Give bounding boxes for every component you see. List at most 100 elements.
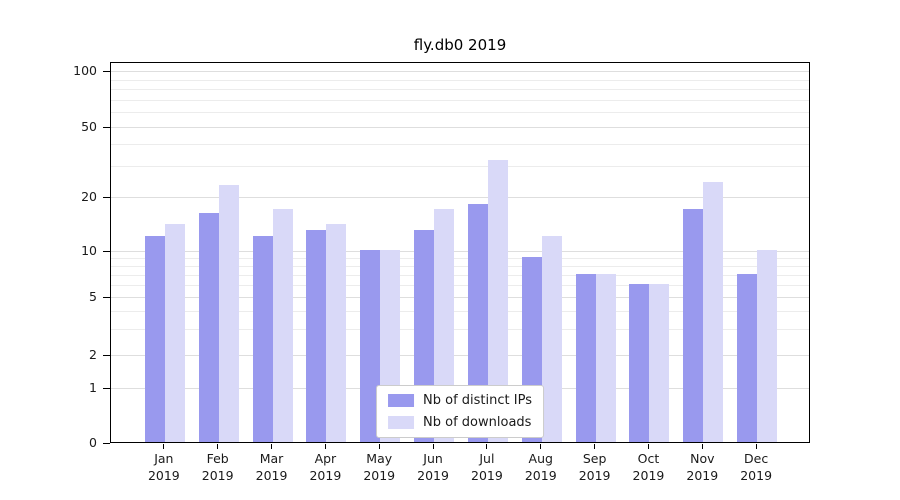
x-tick-month: Apr: [314, 451, 337, 466]
bar-distinct-ips-sep: [575, 273, 596, 442]
legend-label-downloads: Nb of downloads: [423, 415, 532, 430]
y-tick-mark-2: [103, 354, 110, 356]
x-tick-mark-feb: [217, 444, 219, 449]
x-tick-year: 2019: [201, 467, 234, 483]
y-tick-label-2: 2: [89, 346, 97, 362]
x-tick-label-dec: Dec 2019: [726, 451, 786, 485]
x-tick-month: Jan: [154, 451, 174, 466]
y-tick-mark-5: [103, 297, 110, 299]
x-tick-month: Nov: [690, 451, 715, 466]
bar-downloads-mar: [272, 208, 293, 442]
x-tick-label-sep: Sep 2019: [565, 451, 625, 485]
x-tick-month: May: [366, 451, 393, 466]
x-tick-label-aug: Aug 2019: [511, 451, 571, 485]
bar-distinct-ips-apr: [306, 229, 327, 442]
y-tick-label-0: 0: [89, 435, 97, 450]
x-tick-year: 2019: [363, 467, 396, 483]
x-tick-label-jul: Jul 2019: [457, 451, 517, 485]
bar-downloads-aug: [541, 235, 562, 442]
x-tick-month: Jul: [479, 451, 495, 466]
x-tick-month: Dec: [744, 451, 769, 466]
bar-downloads-apr: [326, 223, 347, 442]
gridline-20: [111, 196, 809, 198]
bar-distinct-ips-may: [360, 249, 381, 442]
x-tick-month: Mar: [259, 451, 284, 466]
gridline-minor-8: [111, 265, 809, 267]
gridline-minor-40: [111, 144, 809, 146]
y-tick-label-20: 20: [81, 188, 97, 204]
x-tick-mark-dec: [755, 444, 757, 449]
gridline-minor-80: [111, 89, 809, 91]
gridline-5: [111, 297, 809, 299]
x-tick-year: 2019: [578, 467, 611, 483]
bar-downloads-feb: [218, 185, 239, 442]
y-tick-label-50: 50: [81, 119, 97, 135]
x-tick-year: 2019: [740, 467, 773, 483]
x-tick-mark-apr: [324, 444, 326, 449]
bar-downloads-jun: [434, 208, 455, 442]
bar-downloads-jan: [164, 223, 185, 442]
bar-distinct-ips-jul: [467, 204, 488, 442]
x-tick-mark-aug: [540, 444, 542, 449]
bar-distinct-ips-mar: [252, 235, 273, 442]
gridline-10: [111, 250, 809, 252]
gridline-minor-90: [111, 79, 809, 81]
x-tick-month: Jun: [423, 451, 443, 466]
y-tick-mark-10: [103, 250, 110, 252]
legend-item-downloads: Nb of downloads: [388, 415, 532, 430]
gridline-50: [111, 127, 809, 129]
x-tick-mark-jan: [163, 444, 165, 449]
gridline-minor-3: [111, 329, 809, 331]
gridline-100: [111, 71, 809, 73]
x-tick-year: 2019: [524, 467, 557, 483]
y-tick-mark-50: [103, 127, 110, 129]
gridline-minor-6: [111, 284, 809, 286]
x-tick-label-jan: Jan 2019: [134, 451, 194, 485]
x-tick-year: 2019: [147, 467, 180, 483]
y-tick-mark-1: [103, 388, 110, 390]
legend-swatch-distinct-ips: [388, 394, 415, 407]
x-tick-label-nov: Nov 2019: [672, 451, 732, 485]
legend-label-distinct-ips: Nb of distinct IPs: [423, 393, 532, 408]
x-tick-label-may: May 2019: [349, 451, 409, 485]
bar-downloads-oct: [649, 283, 670, 442]
x-tick-year: 2019: [632, 467, 665, 483]
y-tick-label-10: 10: [81, 242, 97, 258]
bar-downloads-sep: [595, 273, 616, 442]
x-tick-mark-may: [378, 444, 380, 449]
y-tick-label-5: 5: [89, 289, 97, 305]
bar-distinct-ips-jan: [144, 235, 165, 442]
y-tick-label-1: 1: [89, 380, 97, 396]
gridline-minor-4: [111, 311, 809, 313]
x-tick-year: 2019: [309, 467, 342, 483]
x-tick-year: 2019: [255, 467, 288, 483]
gridline-minor-30: [111, 166, 809, 168]
bar-distinct-ips-oct: [629, 283, 650, 442]
x-tick-label-apr: Apr 2019: [295, 451, 355, 485]
x-tick-month: Sep: [582, 451, 607, 466]
y-tick-mark-20: [103, 196, 110, 198]
gridline-minor-70: [111, 99, 809, 101]
gridline-minor-9: [111, 257, 809, 259]
x-tick-mark-mar: [271, 444, 273, 449]
x-tick-month: Aug: [528, 451, 553, 466]
x-tick-month: Feb: [206, 451, 229, 466]
gridline-minor-7: [111, 274, 809, 276]
x-tick-label-mar: Mar 2019: [242, 451, 302, 485]
x-tick-month: Oct: [637, 451, 660, 466]
x-tick-label-oct: Oct 2019: [618, 451, 678, 485]
y-tick-label-100: 100: [73, 63, 97, 79]
gridline-2: [111, 354, 809, 356]
x-tick-mark-jul: [486, 444, 488, 449]
bar-downloads-dec: [757, 249, 778, 442]
plot-area: Nb of distinct IPs Nb of downloads: [110, 62, 810, 443]
bar-distinct-ips-dec: [737, 273, 758, 442]
y-tick-mark-0: [103, 443, 110, 444]
chart-title: fly.db0 2019: [413, 36, 507, 54]
x-tick-mark-oct: [647, 444, 649, 449]
x-tick-label-feb: Feb 2019: [188, 451, 248, 485]
y-tick-mark-100: [103, 71, 110, 73]
bar-distinct-ips-feb: [198, 213, 219, 442]
legend: Nb of distinct IPs Nb of downloads: [376, 385, 544, 438]
